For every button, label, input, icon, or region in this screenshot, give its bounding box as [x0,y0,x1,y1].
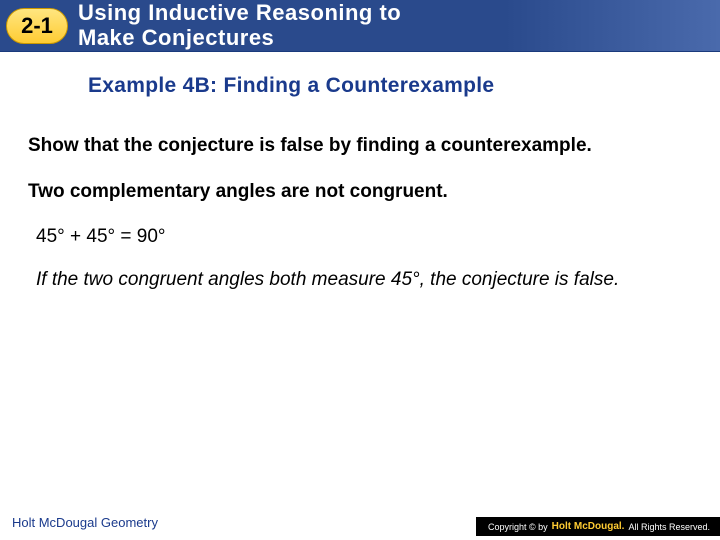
section-badge: 2-1 [6,8,68,44]
copyright-prefix: Copyright © by [488,522,548,532]
conclusion-text: If the two congruent angles both measure… [36,268,684,292]
copyright-suffix: All Rights Reserved. [628,522,710,532]
header-title-line2: Make Conjectures [78,26,401,50]
header-title: Using Inductive Reasoning to Make Conjec… [78,1,401,49]
instruction-text: Show that the conjecture is false by fin… [28,134,692,158]
header-title-line1: Using Inductive Reasoning to [78,1,401,25]
example-title: Example 4B: Finding a Counterexample [88,74,720,98]
footer-copyright: Copyright © by Holt McDougal. All Rights… [476,517,720,536]
conjecture-text: Two complementary angles are not congrue… [28,180,692,204]
copyright-brand: Holt McDougal. [552,521,625,532]
footer-brand: Holt McDougal Geometry [12,515,158,530]
equation-text: 45° + 45° = 90° [36,226,692,248]
section-number: 2-1 [21,13,53,39]
page-header: 2-1 Using Inductive Reasoning to Make Co… [0,0,720,52]
